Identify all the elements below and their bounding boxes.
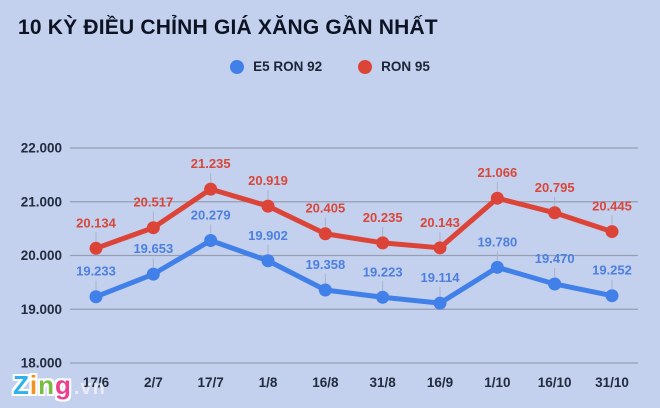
data-point-e5-ron-92: [605, 289, 619, 303]
x-axis-tick-label: 16/10: [538, 375, 572, 390]
x-axis-tick-label: 17/6: [83, 375, 110, 390]
x-axis-tick-label: 2/7: [144, 375, 163, 390]
data-point-label-e5-ron-92: 19.780: [477, 234, 517, 249]
data-point-label-ron-95: 20.235: [363, 210, 403, 225]
y-axis-tick-label: 21.000: [21, 194, 62, 209]
legend-item-ron-95: RON 95: [358, 59, 430, 74]
data-point-e5-ron-92: [89, 290, 103, 304]
data-point-label-e5-ron-92: 20.279: [191, 208, 231, 223]
x-axis-tick-label: 16/9: [427, 375, 453, 390]
data-point-ron-95: [376, 236, 390, 250]
legend-dot-icon: [230, 59, 245, 74]
data-point-label-e5-ron-92: 19.358: [305, 257, 345, 272]
data-point-label-ron-95: 20.143: [420, 215, 460, 230]
zing-logo-letter: g: [55, 370, 72, 400]
chart-legend: E5 RON 92 RON 95: [0, 59, 660, 74]
data-point-label-ron-95: 20.405: [305, 201, 345, 216]
y-axis-tick-label: 20.000: [21, 248, 62, 263]
data-point-e5-ron-92: [548, 277, 562, 291]
x-axis-tick-label: 31/10: [595, 375, 629, 390]
data-point-label-ron-95: 20.445: [592, 199, 632, 214]
series-line-ron-95: [93, 186, 615, 251]
y-axis-tick-label: 18.000: [21, 356, 62, 371]
data-point-label-ron-95: 20.134: [76, 215, 117, 230]
data-point-ron-95: [490, 191, 504, 205]
data-point-label-e5-ron-92: 19.233: [76, 264, 116, 279]
data-point-ron-95: [146, 221, 160, 235]
data-point-ron-95: [548, 206, 562, 220]
data-point-ron-95: [605, 225, 619, 239]
data-point-ron-95: [204, 182, 218, 196]
zing-logo-letter: i: [29, 370, 39, 400]
data-point-ron-95: [318, 227, 332, 241]
x-axis-tick-label: 16/8: [312, 375, 339, 390]
x-axis-tick-label: 1/8: [259, 375, 278, 390]
data-point-e5-ron-92: [146, 267, 160, 281]
data-point-label-e5-ron-92: 19.653: [133, 241, 173, 256]
data-point-label-e5-ron-92: 19.114: [420, 270, 460, 285]
legend-dot-icon: [358, 59, 373, 74]
data-point-label-e5-ron-92: 19.223: [363, 264, 403, 279]
data-point-label-ron-95: 21.235: [191, 156, 231, 171]
data-point-ron-95: [433, 241, 447, 255]
legend-label: E5 RON 92: [253, 59, 323, 74]
x-axis-tick-label: 1/10: [484, 375, 510, 390]
zing-logo-letter: n: [38, 370, 56, 400]
y-axis-tick-label: 22.000: [21, 141, 62, 156]
data-point-e5-ron-92: [318, 283, 332, 297]
data-point-label-ron-95: 20.517: [133, 195, 173, 210]
data-point-label-ron-95: 21.066: [477, 165, 517, 180]
y-axis-tick-label: 19.000: [21, 302, 62, 317]
zing-logo-letter: Z: [13, 370, 30, 400]
data-point-label-e5-ron-92: 19.902: [248, 228, 288, 243]
x-axis-tick-label: 31/8: [370, 375, 397, 390]
data-point-e5-ron-92: [433, 296, 447, 310]
zing-logo-suffix: .vn: [73, 377, 106, 399]
zing-logo: Zing .vn: [13, 372, 106, 401]
data-point-ron-95: [89, 241, 103, 255]
x-axis-tick-label: 17/7: [198, 375, 224, 390]
chart-title: 10 KỲ ĐIỀU CHỈNH GIÁ XĂNG GẦN NHẤT: [18, 16, 438, 39]
data-point-e5-ron-92: [376, 290, 390, 304]
series-line-e5-ron-92: [93, 238, 615, 306]
data-point-label-ron-95: 20.919: [248, 173, 288, 188]
data-point-label-e5-ron-92: 19.470: [535, 251, 575, 266]
data-point-label-e5-ron-92: 19.252: [592, 263, 632, 278]
legend-item-e5-ron-92: E5 RON 92: [230, 59, 322, 74]
data-point-e5-ron-92: [204, 234, 218, 248]
data-point-e5-ron-92: [490, 260, 504, 274]
data-point-e5-ron-92: [261, 254, 275, 268]
data-point-label-ron-95: 20.795: [535, 180, 575, 195]
legend-label: RON 95: [381, 59, 430, 74]
data-point-ron-95: [261, 199, 275, 213]
